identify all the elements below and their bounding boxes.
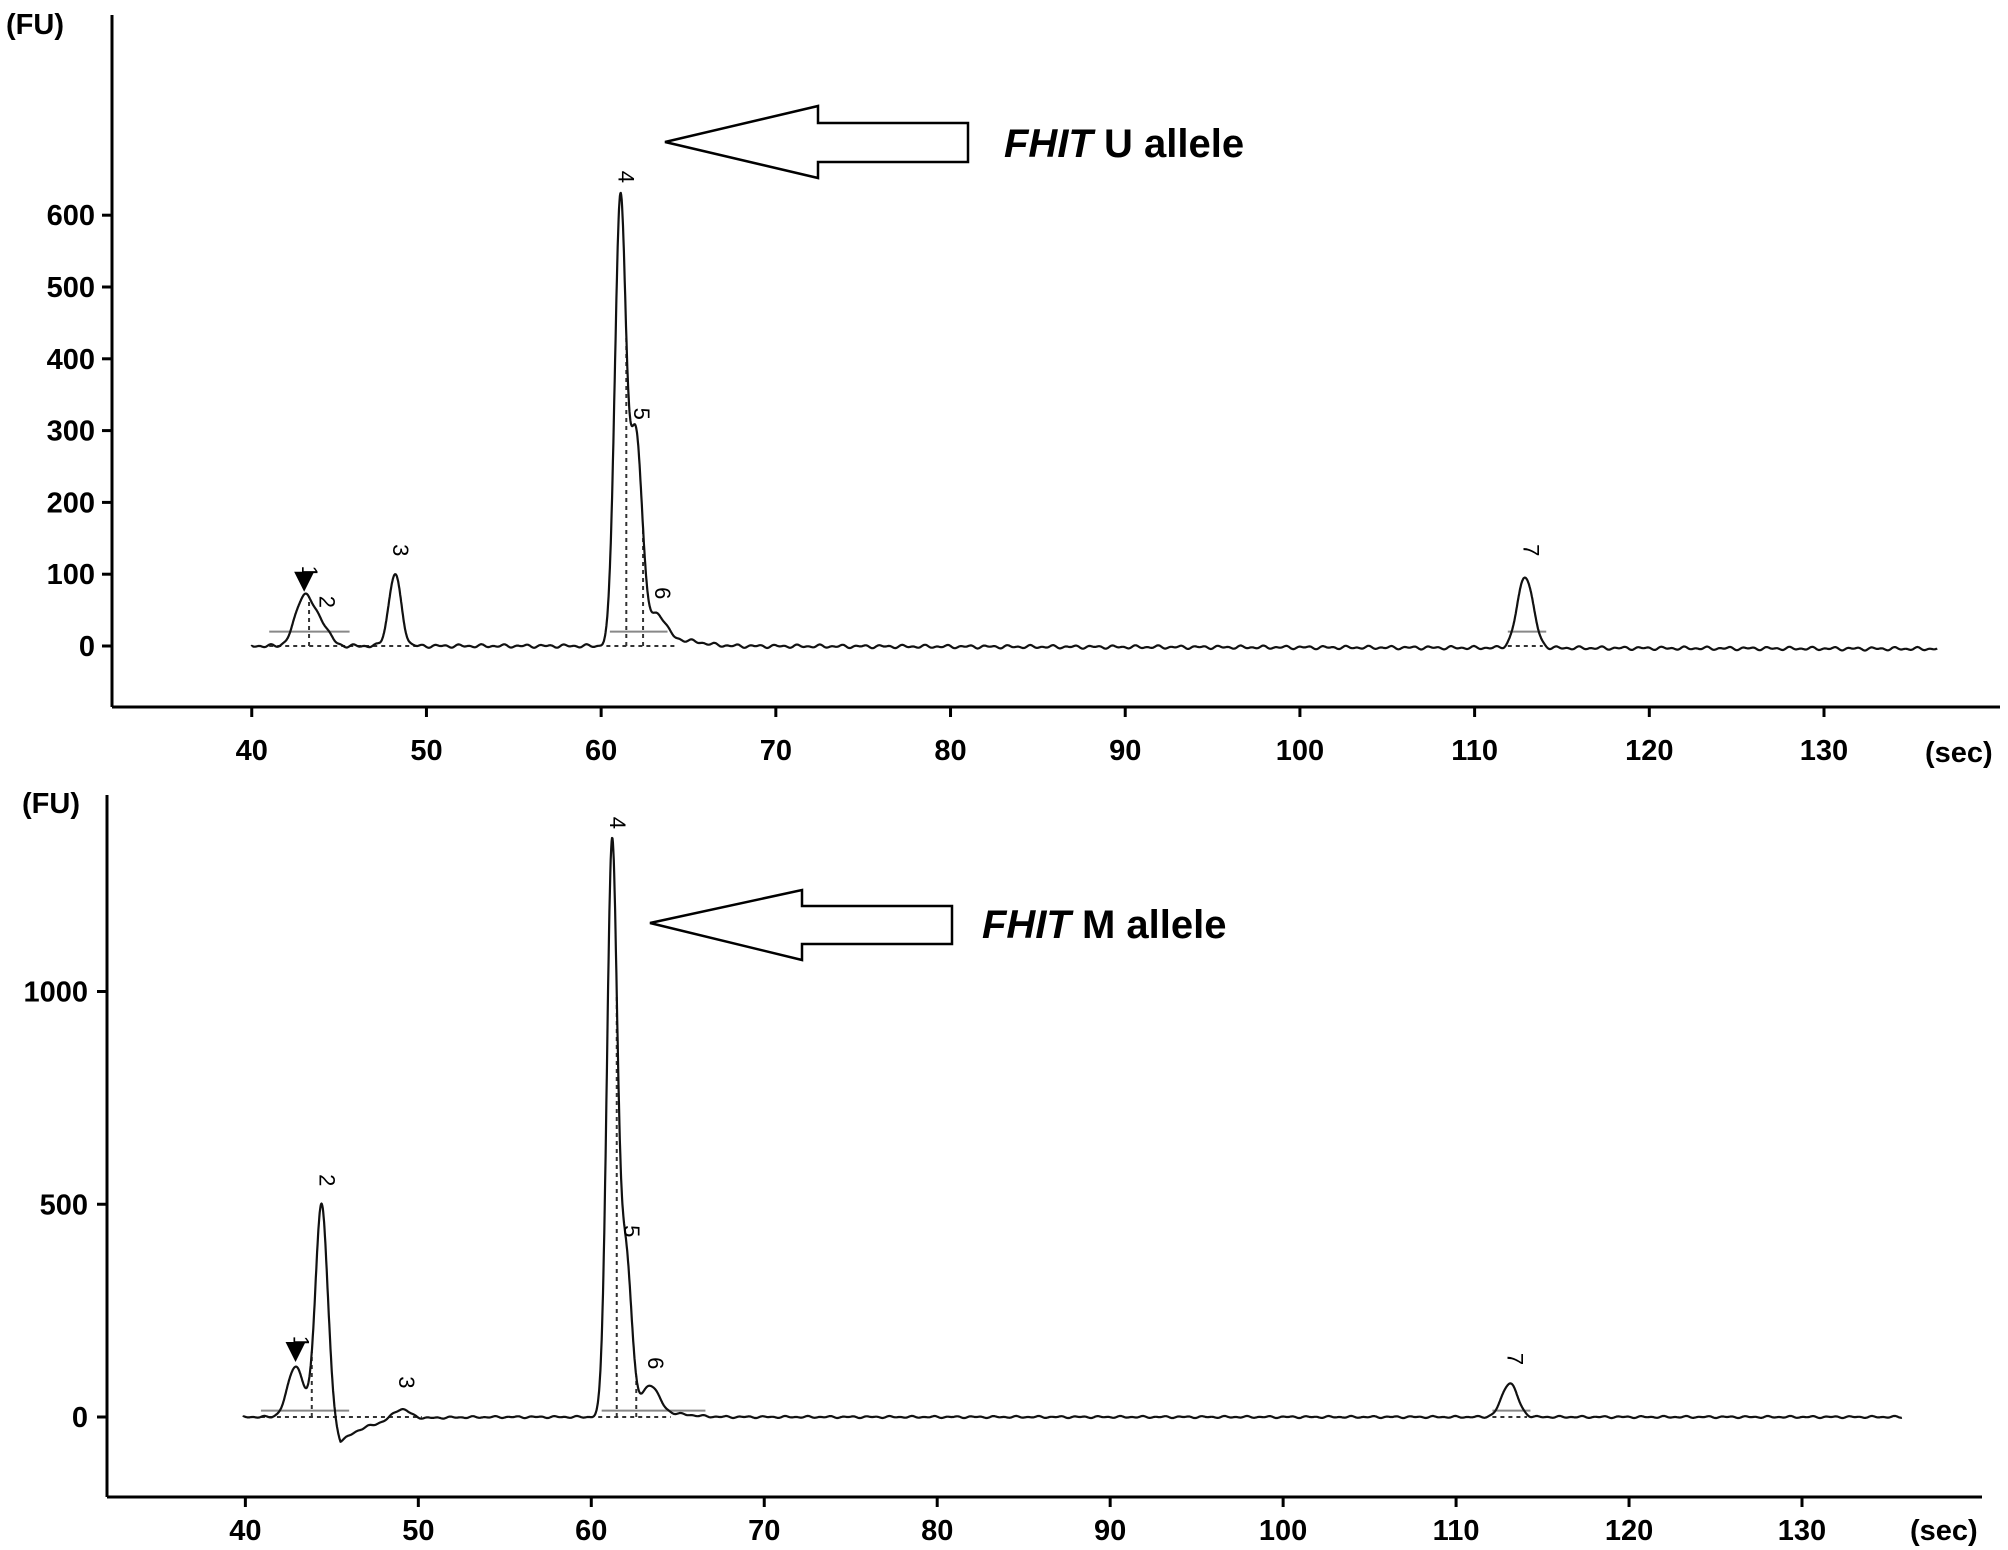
allele-annotation: FHIT M allele [649, 888, 1227, 962]
x-tick-label: 130 [1778, 1515, 1826, 1547]
peak-marker-triangle [285, 1341, 306, 1362]
x-tick-label: 130 [1800, 735, 1848, 767]
peak-labels: 1234567 [297, 171, 1543, 608]
x-tick-label: 50 [402, 1515, 434, 1547]
left-arrow-icon [664, 104, 970, 180]
integration-guides [260, 994, 1531, 1418]
allele-annotation: FHIT U allele [664, 104, 1244, 180]
annotation-text: FHIT M allele [982, 903, 1227, 947]
x-tick-label: 60 [585, 735, 617, 767]
x-tick-label: 90 [1109, 735, 1141, 767]
x-tick-label: 80 [921, 1515, 953, 1547]
annotation-allele: M allele [1071, 903, 1227, 947]
annotation-gene: FHIT [1004, 122, 1096, 166]
peak-label: 4 [613, 171, 638, 183]
y-tick-label: 500 [47, 272, 95, 304]
axis-ticks [102, 213, 1826, 717]
trace-line [242, 836, 1903, 1443]
peak-label: 2 [315, 596, 340, 608]
x-tick-label: 100 [1276, 735, 1324, 767]
peak-labels: 1234567 [289, 817, 1528, 1389]
x-tick-label: 60 [575, 1515, 607, 1547]
peak-label: 3 [388, 544, 413, 556]
x-unit-label: (sec) [1910, 1515, 1978, 1547]
x-tick-label: 90 [1094, 1515, 1126, 1547]
peak-label: 7 [1503, 1353, 1528, 1365]
peak-markers [285, 1341, 306, 1362]
peak-label: 2 [314, 1174, 339, 1186]
y-tick-label: 600 [47, 200, 95, 232]
peak-marker-triangle [294, 571, 315, 592]
x-tick-label: 100 [1259, 1515, 1307, 1547]
axis-ticks [97, 990, 1804, 1507]
chart-panel-u-allele: (FU) (sec) 40 50 60 70 80 90 100 110 120 130 0 100 2… [6, 9, 2000, 769]
peak-label: 5 [619, 1225, 644, 1237]
x-tick-label: 120 [1625, 735, 1673, 767]
peak-label: 6 [643, 1357, 668, 1369]
x-tick-label: 120 [1605, 1515, 1653, 1547]
x-unit-label: (sec) [1925, 737, 1993, 769]
left-arrow-icon [649, 888, 954, 962]
peak-label: 6 [650, 587, 675, 599]
y-tick-label: 200 [47, 487, 95, 519]
y-tick-label: 0 [79, 631, 95, 663]
annotation-gene: FHIT [982, 903, 1074, 947]
annotation-text: FHIT U allele [1004, 122, 1244, 166]
x-tick-label: 70 [760, 735, 792, 767]
y-tick-label: 100 [47, 559, 95, 591]
x-tick-label: 110 [1451, 735, 1498, 767]
x-tick-label: 40 [229, 1515, 261, 1547]
y-tick-label: 400 [47, 344, 95, 376]
y-tick-label: 0 [72, 1402, 88, 1434]
axis-tick-labels: 40 50 60 70 80 90 100 110 120 130 0 500 1000 [23, 977, 1826, 1548]
y-tick-label: 500 [40, 1189, 88, 1221]
trace-line [250, 191, 1938, 652]
annotation-allele: U allele [1093, 122, 1244, 166]
peak-label: 5 [629, 408, 654, 420]
x-tick-label: 70 [748, 1515, 780, 1547]
axis-tick-labels: 40 50 60 70 80 90 100 110 120 130 0 100 200 300 400 500… [47, 200, 1849, 767]
peak-label: 4 [605, 817, 630, 829]
x-tick-label: 40 [236, 735, 268, 767]
x-tick-label: 50 [410, 735, 442, 767]
peak-label: 7 [1518, 544, 1543, 556]
y-tick-label: 1000 [23, 977, 88, 1009]
peak-label: 3 [394, 1376, 419, 1388]
integration-guides [269, 334, 1547, 647]
y-unit-label: (FU) [22, 788, 80, 820]
chart-panel-m-allele: (FU) (sec) 40 50 60 70 80 90 100 110 120 130 0 500 1… [22, 788, 1982, 1547]
peak-markers [294, 571, 315, 592]
y-unit-label: (FU) [6, 9, 64, 41]
x-tick-label: 80 [934, 735, 966, 767]
x-tick-label: 110 [1433, 1515, 1480, 1547]
y-tick-label: 300 [47, 416, 95, 448]
